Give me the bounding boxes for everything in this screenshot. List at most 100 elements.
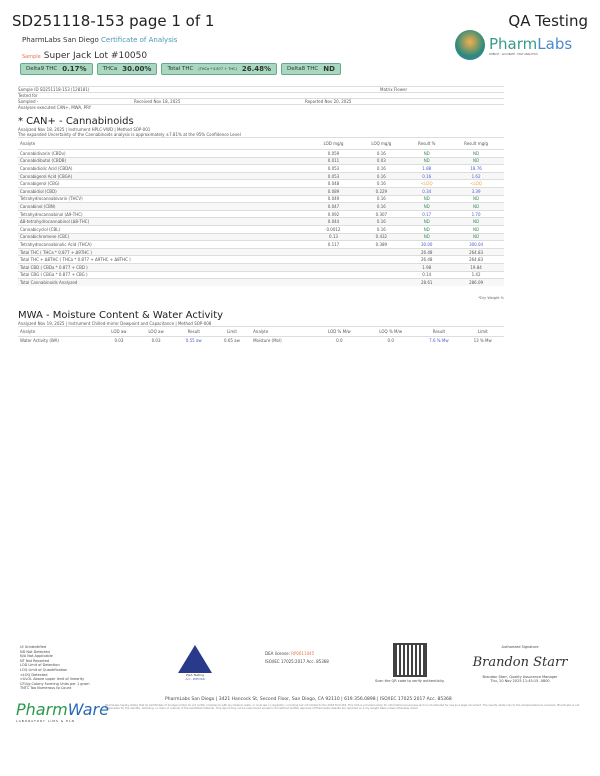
cell: ND [405,232,449,241]
cell: Tetrahydrocannabinolic Acid (THCA) [18,240,310,249]
pw-b: Ware [67,700,109,719]
cell: 0.16 [357,149,406,158]
cell: 0.16 [405,171,449,180]
column-header: LOD % M/w [313,326,365,337]
cell: ND [405,149,449,158]
cannabinoids-table: Analyte LOD mg/g LOQ mg/g Result % Result mg… [18,137,504,287]
cell [357,278,406,287]
legend-item: CFU/g Colony Forming Units per 1 gram [20,681,90,686]
legend-item: NT Not Reported [20,658,50,663]
table-row: Total Cannabinoids Analyzed 28.61 286.09 [18,278,504,287]
table-row: Δ8-tetrahydrocannabinol (Δ8-THC) 0.044 0.1… [18,217,504,226]
cell: 0.16 [357,179,406,188]
cell: 0.092 [309,209,358,218]
cell: 0.34 [405,186,449,196]
lab-address: PharmLabs San Diego | 3421 Hancock St, S… [165,697,452,702]
section-title: MWA - Moisture Content & Water Activity [18,310,224,321]
cell: 300.04 [448,240,504,249]
badge-0: Delta9 THC 0.17% [20,63,93,75]
summary-badges: Delta9 THC 0.17% THCa 30.00% Total THC (THCa … [20,63,341,75]
cell: ND [405,194,449,203]
cell: 30.00 [405,240,449,249]
cell: <LOQ [405,179,449,188]
cell: 0.13 [309,232,358,241]
signer: Brandon Starr, Quality Assurance Manager [482,675,558,679]
cell: 0.14 [405,270,449,279]
cell: ND [448,232,504,241]
legend-item: TNTC Too Numerous to Count [20,686,72,691]
badge-3: Delta8 THC ND [281,63,341,75]
matrix: Matrix Flower [380,87,408,92]
table-row: Tetrahydrocannabinolic Acid (THCA) 0.117 0… [18,240,504,249]
table-row: Cannabigerol (CBG) 0.048 0.16 <LOQ <LOQ [18,179,504,188]
reported: Reported Nov 20, 2025 [305,99,352,104]
cell: 0.389 [357,240,406,249]
cell: Moisture (Mol) [251,336,314,345]
cell: <LOQ [448,179,504,188]
mwa-section: MWA - Moisture Content & Water Activity … [18,310,504,345]
badge-value: 0.17% [62,65,87,73]
cell: ND [448,217,504,226]
cell: Water Activity (WA) [18,336,101,345]
legend-item: <LOQ Detected [20,672,48,677]
cell: 0.011 [309,156,358,165]
cell: ND [405,202,449,211]
cell: ND [448,149,504,158]
client-name: QA Testing [508,12,588,30]
badge-label: Delta9 THC [26,66,58,72]
cell: 0.16 [357,171,406,180]
column-header: Result [416,326,462,337]
verify-qr[interactable]: Scan the QR code to verify authenticity. [375,643,445,683]
badge-label: Delta8 THC [287,66,319,72]
table-row: Tetrahydrocannabivarin (THCV) 0.049 0.16 ND… [18,194,504,203]
cell: Cannabidibutol (CBDB) [18,156,310,165]
signature: Brandon Starr [472,655,568,670]
logo-emblem-icon [455,30,485,60]
badge-label: Total THC [167,66,194,72]
column-header: LOQ % M/w [364,326,417,337]
sampled: Sampled - [18,99,39,104]
received: Received Nov 18, 2025 [134,99,181,104]
pharmlabs-logo: PharmLabs ROBUST · ACCURATE · FAST ANALYT… [455,30,572,60]
cannabinoids-section: * CAN+ - Cannabinoids Analyzed Nov 18, 2… [18,116,504,287]
licenses: DEA license: RP0611045 ISO/IEC 17025:2017… [265,650,329,666]
cell: Cannabigerol Acid (CBGA) [18,171,310,180]
sample-id: Sample ID SD251118-153 (128181) [18,87,90,92]
mwa-table: Analyte LOD aw LOQ aw Result Limit Analyte LOD… [18,326,504,345]
cell: 0.0012 [309,224,358,234]
pw-tag: LABORATORY LIMS & ELN [16,719,75,723]
cell: 3.39 [448,186,504,196]
cell: 1.62 [448,171,504,180]
cell: 0.053 [309,171,358,180]
cell: 0.089 [309,186,358,196]
cell: 0.16 [357,224,406,234]
cell: 0.16 [357,217,406,226]
cell [357,255,406,264]
column-header: Limit [212,326,252,337]
cell: Total THC ( THCa * 0.877 + Δ9THC ) [18,247,310,256]
cell: ND [448,194,504,203]
table-row: Tetrahydrocannabinol (Δ9-THC) 0.092 0.307 0… [18,209,504,218]
cell: 0.047 [309,202,358,211]
cell [309,247,358,256]
badge-2: Total THC (THCa * 0.877 + THC) 26.48% [161,63,277,75]
cell: 28.61 [405,278,449,287]
lab-line: PharmLabs San Diego Certificate of Analy… [22,36,177,44]
cell: 0.03 [100,336,138,345]
qr-code-icon[interactable] [392,643,427,677]
table-row: Cannabidivarin (CBDv) 0.059 0.16 ND ND [18,149,504,158]
cell: ND [448,156,504,165]
cell: 0.053 [309,164,358,173]
cell: 0.03 [357,156,406,165]
table-row: Cannabinol (CBN) 0.047 0.16 ND ND [18,202,504,211]
cell: 0.65 aw [212,336,252,345]
column-header: Result [174,326,213,337]
cell: 19.84 [448,262,504,271]
column-header: LOQ mg/g [357,137,406,150]
table-row: Water Activity (WA) 0.03 0.03 0.55 aw 0.65 a… [18,336,504,345]
cell: Cannabichromene (CBC) [18,232,310,241]
badge-1: THCa 30.00% [96,63,158,75]
section-title: * CAN+ - Cannabinoids [18,116,134,127]
cell: 0.059 [309,149,358,158]
legend-item: N/A Not Applicable [20,654,53,659]
